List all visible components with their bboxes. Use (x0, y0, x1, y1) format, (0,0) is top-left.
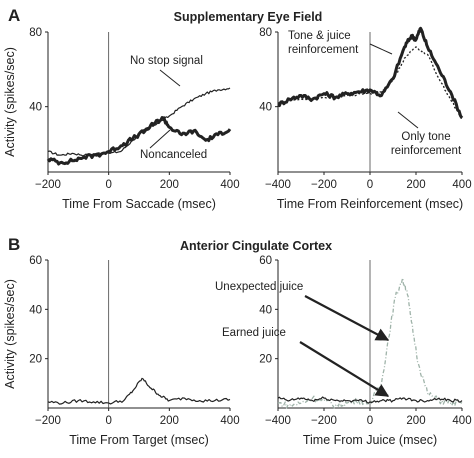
x-tick-label: −200 (311, 179, 337, 191)
y-tick-label: 20 (259, 354, 272, 366)
x-tick-label: 0 (367, 179, 373, 191)
panel-a-letter: A (8, 6, 20, 25)
series-annotation: No stop signal (130, 55, 203, 67)
y-tick-label: 40 (29, 304, 42, 316)
x-tick-label: 200 (406, 415, 425, 427)
annotation-leader-line (149, 129, 171, 149)
x-axis-label: Time From Saccade (msec) (62, 197, 216, 211)
series-line-tone-juice-reinforcement (277, 26, 464, 119)
x-tick-label: −400 (265, 415, 291, 427)
x-tick-label: 400 (452, 179, 471, 191)
x-tick-label: −200 (35, 179, 61, 191)
series-annotation: Noncanceled (140, 149, 207, 161)
series-annotation: Unexpected juice (215, 281, 303, 293)
x-tick-label: 400 (220, 415, 239, 427)
series-annotation: Tone & juice (288, 30, 351, 42)
chart-a-right: −400 −200 0 200 400 40 80 Time From Reinforceme… (259, 26, 472, 211)
x-axis-label: Time From Juice (msec) (303, 433, 437, 447)
x-tick-label: 200 (406, 179, 425, 191)
panel-b-title: Anterior Cingulate Cortex (180, 239, 332, 253)
x-tick-label: 0 (367, 415, 373, 427)
chart-b-right: −400 −200 0 200 400 20 40 60 Time From Juice (ms… (215, 255, 472, 447)
series-line-no-stop-signal (47, 87, 231, 157)
x-tick-label: −200 (35, 415, 61, 427)
y-tick-label: 80 (259, 27, 272, 39)
x-tick-label: −200 (311, 415, 337, 427)
annotation-arrow (299, 341, 390, 397)
y-tick-label: 40 (259, 102, 272, 114)
annotation-leader-line (159, 69, 181, 87)
annotation-leader-line (397, 111, 419, 129)
y-tick-label: 40 (259, 304, 272, 316)
x-tick-label: −400 (265, 179, 291, 191)
series-line-unexpected-juice (277, 277, 463, 409)
x-axis-label: Time From Reinforcement (msec) (277, 197, 463, 211)
chart-a-left: −200 0 200 400 40 80 Time From Saccade (msec) A… (3, 27, 240, 211)
y-tick-label: 60 (259, 255, 272, 267)
y-tick-label: 80 (29, 27, 42, 39)
series-annotation: Only tone (401, 131, 450, 143)
x-tick-label: 400 (220, 179, 239, 191)
y-axis-label: Activity (spikes/sec) (3, 279, 17, 389)
series-line-activity (47, 377, 231, 405)
x-tick-label: 0 (105, 179, 111, 191)
x-axis-label: Time From Target (msec) (69, 433, 209, 447)
series-annotation: reinforcement (288, 44, 359, 56)
series-line-noncanceled (46, 116, 232, 166)
x-tick-label: 0 (105, 415, 111, 427)
y-tick-label: 40 (29, 102, 42, 114)
x-tick-label: 200 (160, 415, 179, 427)
series-annotation: Earned juice (222, 327, 286, 339)
y-tick-label: 20 (29, 354, 42, 366)
x-tick-label: 400 (452, 415, 471, 427)
x-tick-label: 200 (160, 179, 179, 191)
annotation-leader-line (369, 43, 393, 55)
chart-b-left: −200 0 200 400 20 40 60 Time From Target (msec)… (3, 255, 240, 447)
y-axis-label: Activity (spikes/sec) (3, 47, 17, 157)
panel-b-letter: B (8, 235, 20, 254)
annotation-arrow (304, 295, 390, 341)
y-tick-label: 60 (29, 255, 42, 267)
panel-a-title: Supplementary Eye Field (174, 10, 323, 24)
series-annotation: reinforcement (391, 145, 462, 157)
series-line-earned-juice (277, 396, 463, 404)
